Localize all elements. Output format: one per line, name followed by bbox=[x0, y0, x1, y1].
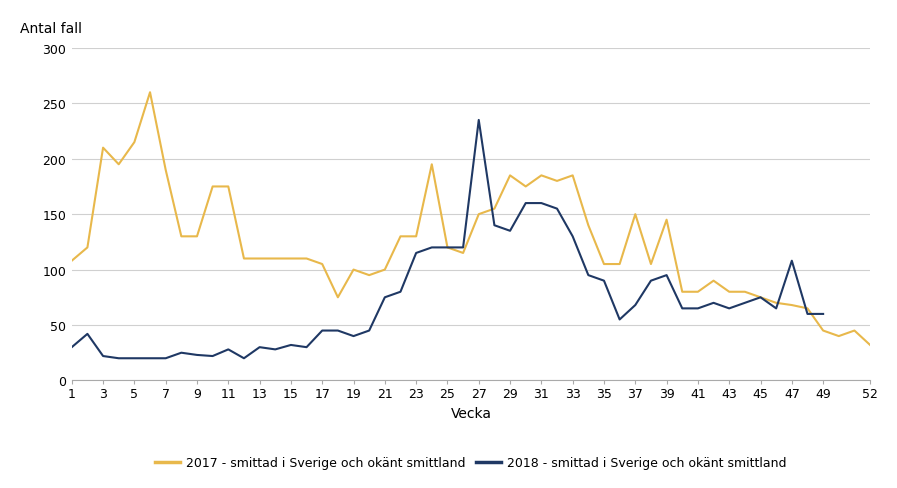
2018 - smittad i Sverige och okänt smittland bbox=[82, 331, 92, 337]
2018 - smittad i Sverige och okänt smittland bbox=[239, 356, 249, 362]
2018 - smittad i Sverige och okänt smittland bbox=[426, 245, 437, 251]
2018 - smittad i Sverige och okänt smittland bbox=[552, 206, 562, 212]
2018 - smittad i Sverige och okänt smittland bbox=[176, 350, 187, 356]
2017 - smittad i Sverige och okänt smittland bbox=[598, 262, 609, 267]
Line: 2017 - smittad i Sverige och okänt smittland: 2017 - smittad i Sverige och okänt smitt… bbox=[72, 93, 870, 345]
2018 - smittad i Sverige och okänt smittland bbox=[474, 118, 484, 123]
2018 - smittad i Sverige och okänt smittland bbox=[724, 306, 735, 312]
2017 - smittad i Sverige och okänt smittland bbox=[567, 173, 578, 179]
2018 - smittad i Sverige och okänt smittland bbox=[567, 234, 578, 240]
2018 - smittad i Sverige och okänt smittland bbox=[739, 300, 750, 306]
2018 - smittad i Sverige och okänt smittland bbox=[129, 356, 140, 362]
2018 - smittad i Sverige och okänt smittland bbox=[144, 356, 155, 362]
2018 - smittad i Sverige och okänt smittland bbox=[270, 347, 281, 353]
2018 - smittad i Sverige och okänt smittland bbox=[787, 258, 797, 264]
X-axis label: Vecka: Vecka bbox=[450, 406, 492, 420]
2018 - smittad i Sverige och okänt smittland bbox=[161, 356, 171, 362]
2018 - smittad i Sverige och okänt smittland bbox=[395, 289, 405, 295]
2018 - smittad i Sverige och okänt smittland bbox=[520, 201, 531, 206]
2018 - smittad i Sverige och okänt smittland bbox=[301, 345, 312, 350]
2018 - smittad i Sverige och okänt smittland bbox=[113, 356, 124, 362]
2018 - smittad i Sverige och okänt smittland bbox=[207, 353, 218, 359]
2018 - smittad i Sverige och okänt smittland bbox=[285, 342, 296, 348]
2018 - smittad i Sverige och okänt smittland bbox=[630, 303, 640, 308]
2018 - smittad i Sverige och okänt smittland bbox=[598, 278, 609, 284]
2018 - smittad i Sverige och okänt smittland bbox=[692, 306, 703, 312]
2018 - smittad i Sverige och okänt smittland bbox=[411, 250, 422, 256]
2017 - smittad i Sverige och okänt smittland bbox=[457, 250, 468, 256]
2018 - smittad i Sverige och okänt smittland bbox=[66, 345, 77, 350]
2018 - smittad i Sverige och okänt smittland bbox=[802, 311, 813, 317]
2017 - smittad i Sverige och okänt smittland bbox=[364, 273, 375, 279]
2017 - smittad i Sverige och okänt smittland bbox=[818, 328, 829, 334]
2018 - smittad i Sverige och okänt smittland bbox=[442, 245, 453, 251]
2018 - smittad i Sverige och okänt smittland bbox=[661, 273, 672, 279]
2018 - smittad i Sverige och okänt smittland bbox=[646, 278, 657, 284]
2018 - smittad i Sverige och okänt smittland bbox=[333, 328, 344, 334]
2018 - smittad i Sverige och okänt smittland bbox=[254, 345, 265, 350]
2018 - smittad i Sverige och okänt smittland bbox=[489, 223, 500, 229]
2017 - smittad i Sverige och okänt smittland bbox=[66, 258, 77, 264]
2018 - smittad i Sverige och okänt smittland bbox=[583, 273, 594, 279]
Text: Antal fall: Antal fall bbox=[20, 21, 82, 36]
2018 - smittad i Sverige och okänt smittland bbox=[192, 352, 203, 358]
2018 - smittad i Sverige och okänt smittland bbox=[614, 317, 625, 323]
2018 - smittad i Sverige och okänt smittland bbox=[379, 295, 390, 301]
Legend: 2017 - smittad i Sverige och okänt smittland, 2018 - smittad i Sverige och okänt: 2017 - smittad i Sverige och okänt smitt… bbox=[150, 451, 792, 474]
2018 - smittad i Sverige och okänt smittland bbox=[223, 347, 234, 353]
2017 - smittad i Sverige och okänt smittland bbox=[129, 140, 140, 146]
2018 - smittad i Sverige och okänt smittland bbox=[457, 245, 468, 251]
2018 - smittad i Sverige och okänt smittland bbox=[677, 306, 688, 312]
2018 - smittad i Sverige och okänt smittland bbox=[364, 328, 375, 334]
2018 - smittad i Sverige och okänt smittland bbox=[708, 300, 718, 306]
2018 - smittad i Sverige och okänt smittland bbox=[348, 333, 359, 339]
2018 - smittad i Sverige och okänt smittland bbox=[536, 201, 547, 206]
2017 - smittad i Sverige och okänt smittland bbox=[144, 90, 155, 96]
2017 - smittad i Sverige och okänt smittland bbox=[865, 342, 875, 348]
2018 - smittad i Sverige och okänt smittland bbox=[818, 311, 829, 317]
2018 - smittad i Sverige och okänt smittland bbox=[98, 353, 109, 359]
2018 - smittad i Sverige och okänt smittland bbox=[317, 328, 327, 334]
2018 - smittad i Sverige och okänt smittland bbox=[505, 228, 516, 234]
Line: 2018 - smittad i Sverige och okänt smittland: 2018 - smittad i Sverige och okänt smitt… bbox=[72, 121, 823, 359]
2018 - smittad i Sverige och okänt smittland bbox=[755, 295, 766, 301]
2018 - smittad i Sverige och okänt smittland bbox=[771, 306, 781, 312]
